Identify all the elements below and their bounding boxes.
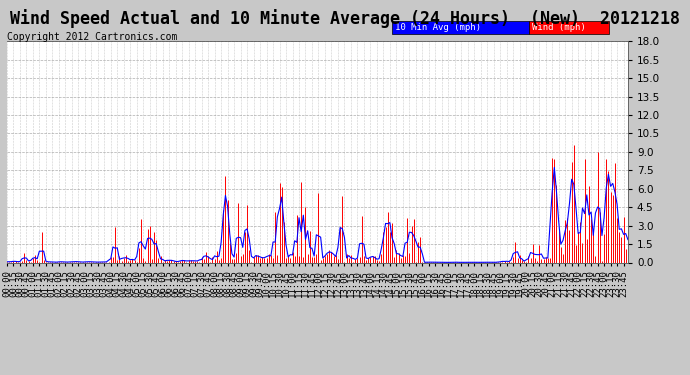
Text: 10 Min Avg (mph): 10 Min Avg (mph)	[395, 23, 481, 32]
Text: Copyright 2012 Cartronics.com: Copyright 2012 Cartronics.com	[7, 32, 177, 42]
Text: Wind Speed Actual and 10 Minute Average (24 Hours)  (New)  20121218: Wind Speed Actual and 10 Minute Average …	[10, 9, 680, 28]
FancyBboxPatch shape	[529, 21, 609, 33]
Text: Wind (mph): Wind (mph)	[531, 23, 585, 32]
FancyBboxPatch shape	[392, 21, 529, 33]
